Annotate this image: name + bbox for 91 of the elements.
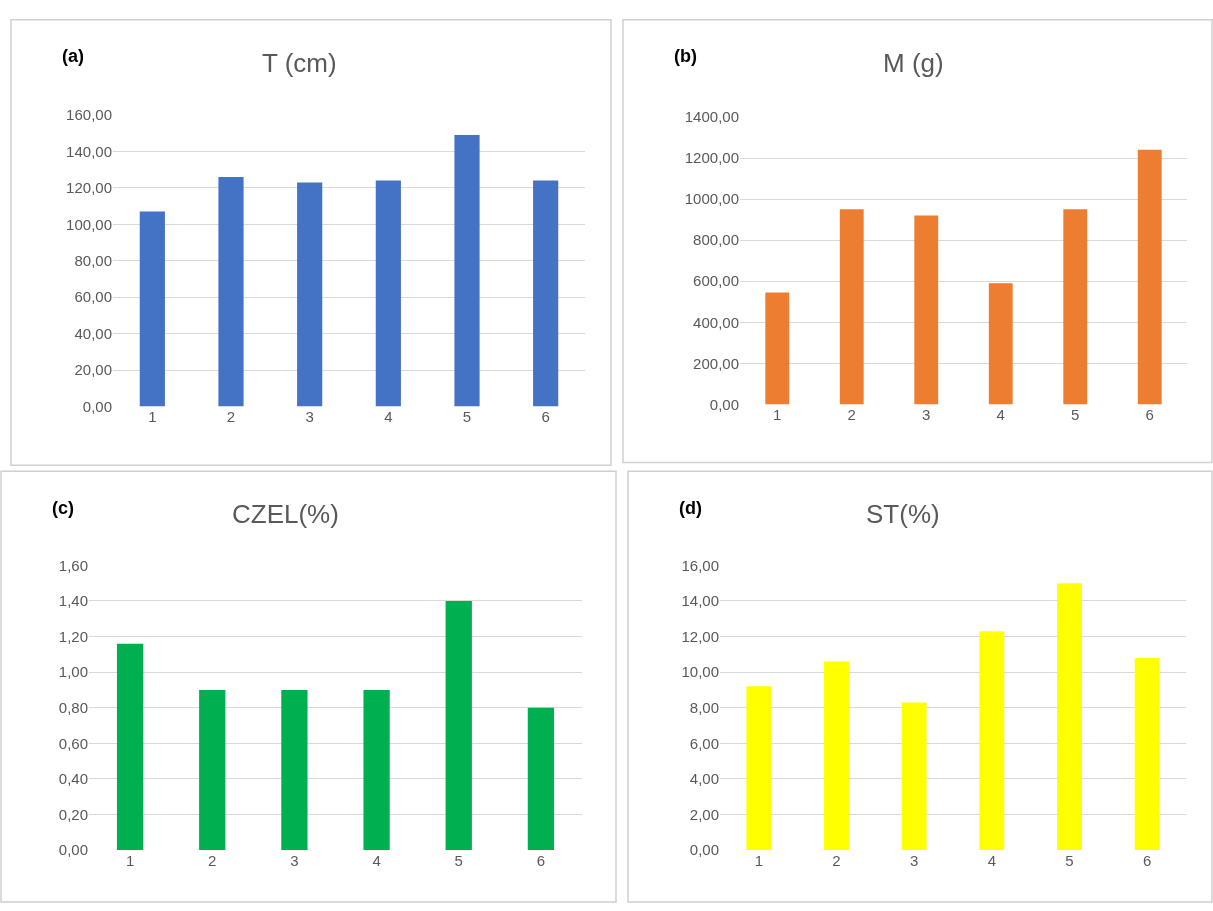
y-tick-label: 0,00: [689, 841, 719, 859]
x-tick-label: 4: [384, 408, 393, 426]
y-tick-label: 160,00: [66, 106, 112, 124]
x-tick-label: 2: [832, 852, 841, 870]
x-tick-label: 3: [910, 852, 919, 870]
bar: [839, 209, 864, 405]
y-tick-label: 1,40: [58, 592, 88, 610]
bar: [533, 180, 559, 407]
bar: [199, 689, 226, 851]
x-tick-label: 4: [372, 852, 381, 870]
bar: [1057, 583, 1082, 851]
bar: [979, 631, 1005, 851]
y-tick-label: 0,00: [709, 395, 739, 413]
x-tick-label: 6: [1143, 852, 1152, 870]
bar: [988, 283, 1013, 405]
bar: [765, 292, 790, 405]
x-tick-label: 5: [462, 408, 472, 426]
bar: [1063, 209, 1088, 405]
bar: [375, 180, 401, 407]
x-tick-label: 5: [1071, 406, 1080, 424]
x-tick-label: 1: [754, 852, 763, 870]
y-tick-label: 40,00: [74, 324, 112, 342]
y-tick-label: 0,40: [58, 770, 88, 788]
bar: [445, 600, 472, 851]
text: (d): [679, 498, 702, 518]
bar: [1137, 149, 1162, 405]
y-tick-label: 2,00: [689, 805, 719, 823]
x-tick-label: 4: [987, 852, 996, 870]
y-tick-label: 1,60: [58, 556, 88, 574]
x-tick-label: 6: [1145, 406, 1154, 424]
bar: [454, 135, 480, 407]
bar: [139, 211, 165, 407]
x-tick-label: 3: [290, 852, 299, 870]
x-tick-label: 5: [1065, 852, 1074, 870]
y-tick-label: 1400,00: [684, 108, 739, 126]
y-tick-label: 6,00: [689, 734, 719, 752]
y-tick-label: 8,00: [689, 698, 719, 716]
bar: [824, 661, 849, 851]
x-tick-label: 1: [125, 852, 135, 870]
y-tick-label: 4,00: [689, 770, 719, 788]
bar: [297, 182, 323, 407]
x-tick-label: 5: [454, 852, 463, 870]
chart-title: ST(%): [866, 499, 940, 529]
bar: [281, 689, 308, 851]
x-tick-label: 2: [847, 406, 856, 424]
bar: [218, 176, 244, 407]
y-tick-label: 0,20: [58, 805, 88, 823]
y-tick-label: 200,00: [693, 354, 739, 372]
x-tick-label: 3: [922, 406, 931, 424]
y-tick-label: 400,00: [693, 313, 739, 331]
text: (a): [62, 46, 84, 66]
y-tick-label: 20,00: [74, 361, 112, 379]
x-tick-label: 2: [208, 852, 217, 870]
y-tick-label: 0,60: [58, 734, 88, 752]
y-tick-label: 12,00: [681, 627, 719, 645]
y-tick-label: 1,00: [58, 663, 88, 681]
y-tick-label: 1,20: [58, 627, 88, 645]
bar: [1134, 657, 1160, 851]
bar: [363, 689, 390, 851]
bar: [527, 707, 555, 851]
y-tick-label: 0,80: [58, 698, 88, 716]
x-tick-label: 2: [226, 408, 236, 426]
bar: [914, 215, 939, 405]
y-tick-label: 120,00: [66, 179, 112, 197]
y-tick-label: 1200,00: [684, 149, 739, 167]
bar: [901, 702, 927, 851]
x-tick-label: 4: [996, 406, 1005, 424]
bar: [746, 686, 772, 851]
y-tick-label: 600,00: [693, 272, 739, 290]
x-tick-label: 6: [536, 852, 546, 870]
y-tick-label: 1000,00: [684, 190, 739, 208]
text: (c): [52, 498, 74, 518]
y-tick-label: 10,00: [681, 663, 719, 681]
y-tick-label: 800,00: [693, 231, 739, 249]
chart-title: T (cm): [262, 48, 337, 78]
x-tick-label: 1: [773, 406, 782, 424]
y-tick-label: 80,00: [74, 251, 112, 269]
text: (b): [674, 46, 697, 66]
y-tick-label: 16,00: [681, 556, 719, 574]
y-tick-label: 140,00: [66, 142, 112, 160]
y-tick-label: 0,00: [58, 841, 88, 859]
x-tick-label: 3: [305, 408, 314, 426]
bar: [116, 643, 144, 851]
chart-title: M (g): [883, 48, 944, 78]
y-tick-label: 60,00: [74, 288, 112, 306]
y-tick-label: 0,00: [82, 397, 112, 415]
y-tick-label: 100,00: [66, 215, 112, 233]
x-tick-label: 1: [148, 408, 157, 426]
chart-title: CZEL(%): [232, 499, 339, 529]
x-tick-label: 6: [541, 408, 550, 426]
y-tick-label: 14,00: [681, 592, 719, 610]
